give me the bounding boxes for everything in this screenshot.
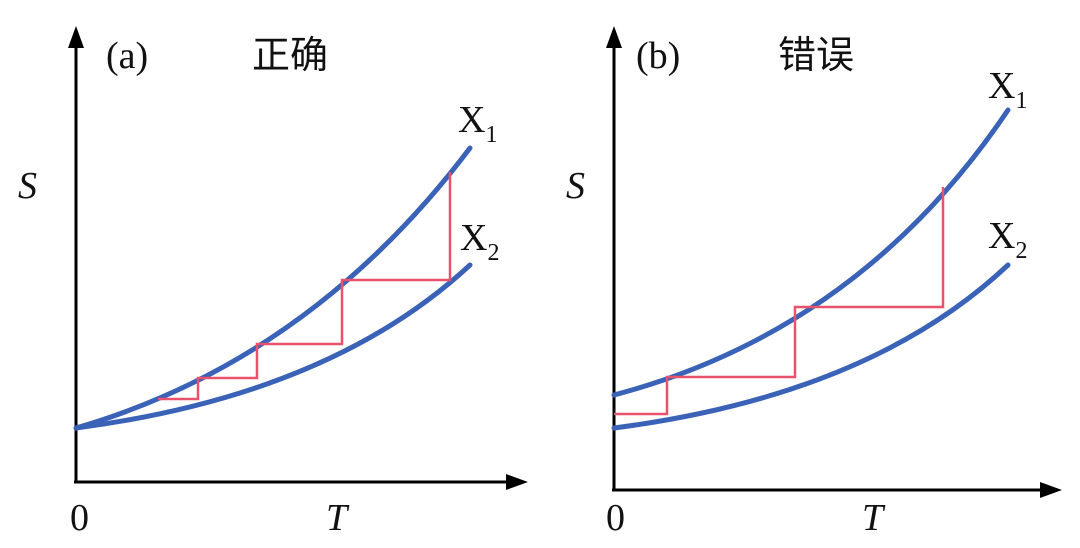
curve-x2 xyxy=(73,262,473,431)
x-arrow xyxy=(506,474,528,490)
origin-label: 0 xyxy=(606,497,625,539)
x-arrow xyxy=(1040,482,1062,498)
curve-subscript: 1 xyxy=(1015,88,1027,114)
curve-x1 xyxy=(611,107,1011,398)
panel-label: (a) xyxy=(106,35,148,77)
panel-title: 错误 xyxy=(778,35,854,77)
curve-x1 xyxy=(73,145,473,431)
curve-label: X1 xyxy=(458,99,497,148)
y-arrow xyxy=(68,26,84,48)
y-axis-label: S xyxy=(566,165,585,207)
x-axis-label: T xyxy=(326,497,350,539)
y-axis-label: S xyxy=(18,165,37,207)
panel-title: 正确 xyxy=(252,35,328,77)
panel-label: (b) xyxy=(636,35,680,77)
curve-subscript: 1 xyxy=(485,122,497,148)
curve-name: X xyxy=(458,99,485,141)
panel-a: (a) 正确 S 0 T X1 X2 xyxy=(18,26,528,539)
y-arrow xyxy=(606,26,622,48)
curve-name: X xyxy=(988,65,1015,107)
curve-name: X xyxy=(988,215,1015,257)
curve-label: X1 xyxy=(988,65,1027,114)
curve-label: X2 xyxy=(460,217,499,266)
panel-b: (b) 错误 S 0 T X1 X2 xyxy=(566,26,1062,539)
origin-label: 0 xyxy=(70,497,89,539)
staircase xyxy=(614,187,945,416)
curve-name: X xyxy=(460,217,487,259)
curve-subscript: 2 xyxy=(487,240,499,266)
curve-label: X2 xyxy=(988,215,1027,264)
x-axis-label: T xyxy=(862,497,886,539)
staircase xyxy=(158,172,452,401)
curve-x2 xyxy=(611,262,1011,431)
curve-subscript: 2 xyxy=(1015,238,1027,264)
